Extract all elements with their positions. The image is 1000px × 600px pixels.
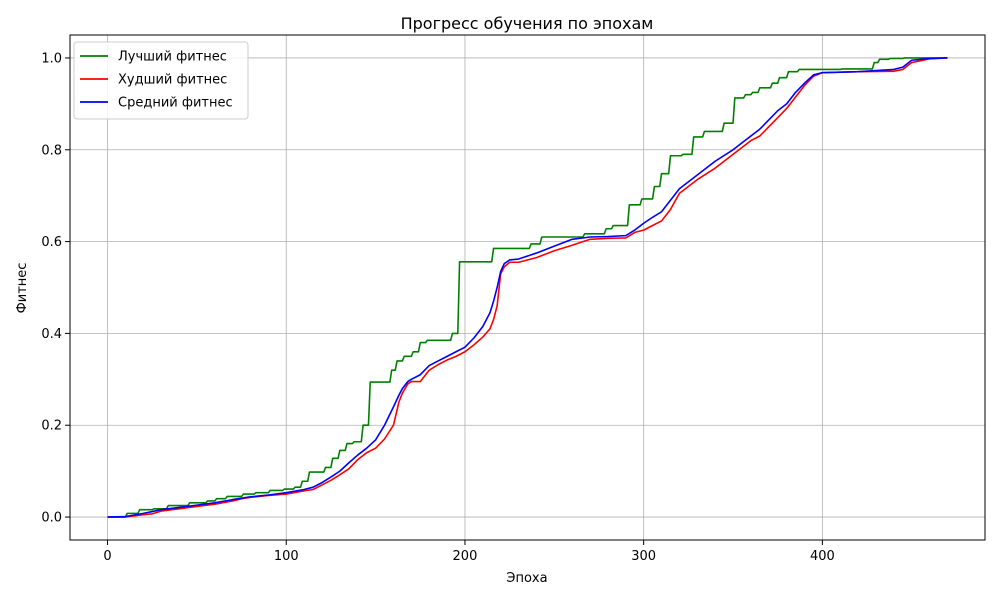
y-tick-label: 0.8 (41, 143, 62, 158)
series-line-3 (107, 57, 948, 518)
series-line-1 (107, 57, 948, 518)
plot-frame (69, 34, 986, 541)
y-tick-label: 1.0 (41, 51, 62, 66)
x-tick-label: 100 (274, 549, 299, 564)
y-tick-label: 0.0 (41, 511, 62, 526)
legend-label-3: Средний фитнес (118, 96, 233, 111)
y-axis-label: Фитнес (15, 263, 30, 314)
chart-title: Прогресс обучения по эпохам (401, 14, 654, 33)
grid (70, 35, 985, 540)
series-line-2 (107, 57, 948, 518)
x-tick-label: 300 (631, 549, 656, 564)
y-tick-label: 0.2 (41, 419, 62, 434)
x-tick-label: 400 (810, 549, 835, 564)
ticks: 0 100 200 300 400 0.0 0.2 0.4 0.6 0.8 1.0 (41, 51, 834, 564)
x-axis-label: Эпоха (506, 571, 547, 586)
series-layer (107, 57, 948, 518)
legend-box (73, 41, 249, 120)
legend: Лучший фитнес Худший фитнес Средний фитнес (73, 41, 249, 120)
legend-label-2: Худший фитнес (118, 73, 227, 88)
y-tick-label: 0.4 (41, 327, 62, 342)
x-tick-label: 200 (453, 549, 478, 564)
y-tick-label: 0.6 (41, 235, 62, 250)
x-tick-label: 0 (103, 549, 111, 564)
legend-label-1: Лучший фитнес (118, 50, 227, 65)
